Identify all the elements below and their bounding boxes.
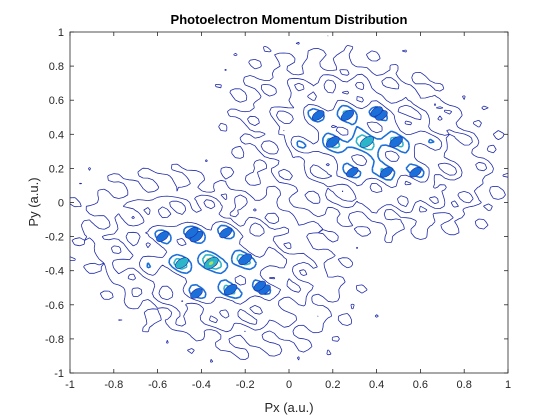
y-axis-label: Py (a.u.): [26, 177, 41, 226]
contour-lines: [70, 35, 508, 363]
y-tick-label: 0.2: [49, 163, 64, 175]
y-tick-label: -0.2: [45, 232, 64, 244]
intensity-peak: [311, 110, 325, 121]
intensity-peak: [190, 288, 203, 299]
plot-area: [70, 32, 508, 373]
x-axis: -1 -0.8 -0.6 -0.4 -0.2 0 0.2 0.4 0.6 0.8 1: [65, 32, 511, 391]
intensity-peak: [359, 135, 374, 148]
contour-level-0: [70, 35, 508, 363]
y-axis: -1 -0.8 -0.6 -0.4 -0.2 0 0.2 0.4 0.6 0.8 1: [45, 27, 508, 380]
x-tick-label: 0.4: [369, 379, 384, 391]
intensity-peak: [370, 106, 383, 117]
x-tick-label: 0.2: [325, 379, 340, 391]
intensity-peak: [325, 136, 340, 148]
intensity-peak: [409, 166, 422, 178]
y-tick-label: 1: [58, 27, 64, 39]
y-tick-label: -1: [54, 368, 64, 380]
intensity-peak: [238, 253, 253, 266]
x-tick-label: -0.8: [104, 379, 123, 391]
y-tick-label: -0.8: [45, 334, 64, 346]
x-axis-label: Px (a.u.): [264, 400, 313, 415]
intensity-peak: [184, 227, 199, 239]
x-tick-label: -1: [65, 379, 75, 391]
chart-title: Photoelectron Momentum Distribution: [171, 12, 408, 27]
x-tick-label: -0.2: [236, 379, 255, 391]
intensity-peak: [175, 257, 189, 269]
x-tick-label: 0.6: [413, 379, 428, 391]
intensity-peak: [346, 166, 359, 178]
intensity-peak: [389, 136, 403, 148]
intensity-peak: [219, 227, 233, 239]
intensity-peak: [379, 166, 393, 178]
intensity-peaks: [156, 106, 422, 299]
x-tick-label: 1: [505, 379, 511, 391]
y-tick-label: 0: [58, 198, 64, 210]
x-tick-label: 0.8: [457, 379, 472, 391]
y-tick-label: 0.6: [49, 95, 64, 107]
y-tick-label: -0.6: [45, 300, 64, 312]
contour-level-2: [125, 79, 457, 325]
intensity-peak: [223, 283, 238, 296]
intensity-peak-core: [208, 261, 214, 265]
y-tick-label: 0.8: [49, 61, 64, 73]
intensity-peak: [340, 109, 354, 121]
x-tick-label: 0: [286, 379, 292, 391]
y-tick-label: -0.4: [45, 266, 64, 278]
x-tick-label: -0.4: [192, 379, 211, 391]
x-tick-label: -0.6: [148, 379, 167, 391]
y-tick-label: 0.4: [49, 129, 64, 141]
intensity-peak: [253, 280, 266, 292]
intensity-peak: [156, 231, 169, 242]
contour-level-1: [101, 73, 488, 333]
